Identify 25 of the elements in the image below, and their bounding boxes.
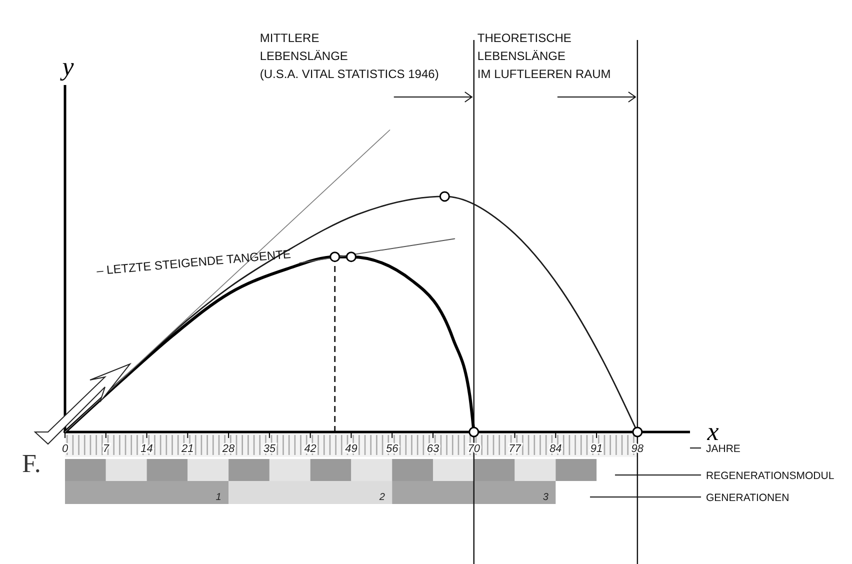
annotation: – LETZTE STEIGENDE TANGENTE	[96, 246, 292, 278]
text: GENERATIONEN	[706, 492, 790, 504]
x-tick-label: 56	[386, 443, 400, 455]
x-tick-label: 14	[140, 443, 153, 455]
x-tick-label: 77	[508, 443, 522, 455]
text: REGENERATIONSMODUL	[706, 470, 834, 482]
x-tick-label: 84	[550, 443, 562, 455]
ref-line-label: MITTLERE LEBENSLÄNGE (U.S.A. VITAL STATISTICS 1946)	[260, 31, 439, 81]
x-tick-label: 0	[62, 443, 69, 455]
x-tick-label: 35	[263, 443, 276, 455]
x-tick-label: 42	[304, 443, 316, 455]
ref-line-label: THEORETISCHE LEBENSLÄNGE IM LUFTLEEREN RAUM	[477, 31, 611, 81]
y-axis-title: y	[59, 52, 74, 81]
x-tick-label: 28	[221, 443, 236, 455]
text: 2	[378, 492, 386, 503]
x-tick-label: 91	[590, 443, 603, 455]
x-tick-label: 7	[102, 443, 110, 455]
text: JAHRE	[706, 443, 740, 455]
x-tick-label: 21	[180, 443, 194, 455]
x-axis-title: x	[706, 417, 720, 446]
text: 1	[216, 492, 222, 503]
x-tick-label: 49	[345, 443, 358, 455]
text: F.	[22, 449, 41, 478]
text: 3	[542, 492, 549, 503]
x-tick-label: 63	[426, 443, 440, 455]
